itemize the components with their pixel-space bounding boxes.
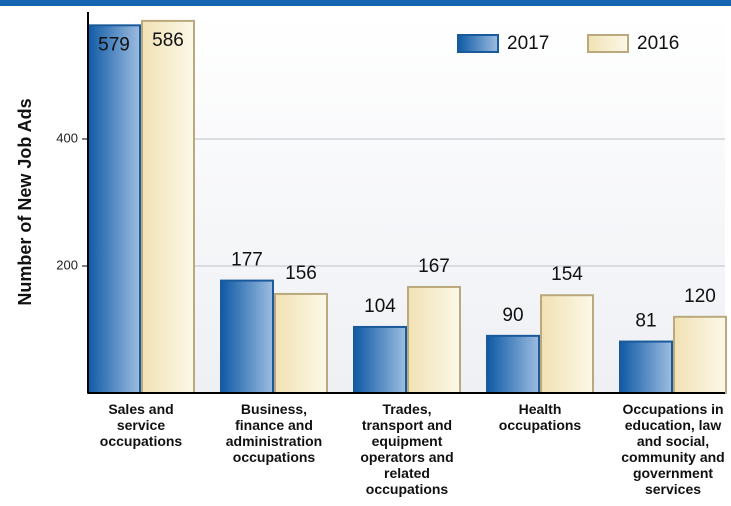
value-label: 156 [285, 263, 317, 284]
value-label: 177 [231, 250, 263, 271]
bar [540, 294, 594, 394]
y-axis-label: Number of New Job Ads [15, 98, 35, 305]
bar [407, 285, 461, 394]
x-tick-label: Business, finance and administration occupa… [226, 401, 322, 465]
x-tick-label: Trades, transport and equipment operators a… [360, 401, 453, 497]
value-label: 81 [635, 311, 656, 332]
bar [220, 279, 274, 395]
legend-label: 2017 [507, 33, 549, 54]
bar [141, 19, 195, 394]
y-tick-label: 400 [56, 130, 78, 145]
legend-swatch [587, 34, 629, 53]
legend-label: 2016 [637, 33, 679, 54]
bar [87, 24, 141, 395]
x-tick-label: Occupations in education, law and social, c… [621, 401, 724, 497]
legend-swatch [457, 34, 499, 53]
value-label: 90 [502, 305, 523, 326]
value-label: 167 [418, 256, 450, 277]
x-tick-label: Sales and service occupations [100, 401, 183, 449]
value-label: 586 [152, 30, 184, 51]
value-label: 579 [98, 34, 130, 55]
y-tick-label: 200 [56, 257, 78, 272]
bar [274, 292, 328, 394]
value-label: 120 [684, 286, 716, 307]
x-tick-label: Health occupations [499, 401, 582, 433]
bar [619, 340, 673, 395]
value-label: 154 [551, 264, 583, 285]
bar [673, 315, 727, 394]
bar [353, 325, 407, 394]
value-label: 104 [364, 296, 396, 317]
top-strip [0, 0, 731, 6]
bar [486, 334, 540, 395]
